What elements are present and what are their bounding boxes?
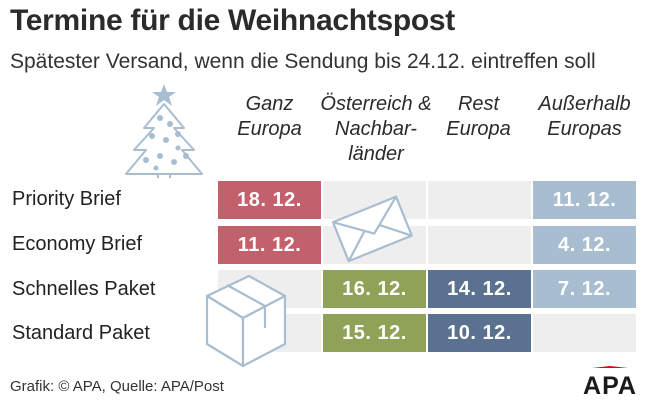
table-cell: 7. 12. bbox=[533, 270, 636, 308]
row-label-standard-paket: Standard Paket bbox=[12, 322, 150, 344]
column-header-oesterreich: Österreich & Nachbar- länder bbox=[314, 92, 438, 167]
table-cell: 10. 12. bbox=[428, 314, 531, 352]
table-cell: 15. 12. bbox=[323, 314, 426, 352]
page-title: Termine für die Weihnachtspost bbox=[10, 4, 455, 37]
column-header-line: Europa bbox=[237, 118, 302, 140]
column-header-line: Europa bbox=[446, 118, 511, 140]
column-header-line: länder bbox=[348, 143, 404, 165]
table-cell: 18. 12. bbox=[218, 181, 321, 219]
table-cell bbox=[428, 181, 531, 219]
column-header-line: Rest bbox=[457, 93, 500, 115]
parcel-icon bbox=[205, 274, 287, 368]
column-header-line: Außerhalb bbox=[538, 93, 631, 115]
svg-text:APA: APA bbox=[583, 372, 637, 396]
row-label-priority-brief: Priority Brief bbox=[12, 188, 121, 210]
column-header-rest-europa: Rest Europa bbox=[427, 92, 530, 142]
table-cell: 14. 12. bbox=[428, 270, 531, 308]
table-cell bbox=[533, 314, 636, 352]
row-label-economy-brief: Economy Brief bbox=[12, 233, 143, 255]
column-header-ausserhalb-europas: Außerhalb Europas bbox=[532, 92, 637, 142]
column-header-line: Europas bbox=[547, 118, 622, 140]
table-cell: 16. 12. bbox=[323, 270, 426, 308]
christmas-tree-icon bbox=[125, 84, 203, 178]
apa-logo: APA bbox=[583, 366, 637, 396]
column-header-line: Ganz bbox=[245, 93, 294, 115]
table-cell: 11. 12. bbox=[218, 226, 321, 264]
table-cell: 11. 12. bbox=[533, 181, 636, 219]
table-cell: 4. 12. bbox=[533, 226, 636, 264]
table-cell bbox=[428, 226, 531, 264]
footer-credit: Grafik: © APA, Quelle: APA/Post bbox=[10, 378, 224, 395]
column-header-ganz-europa: Ganz Europa bbox=[218, 92, 321, 142]
page-subtitle: Spätester Versand, wenn die Sendung bis … bbox=[10, 50, 596, 73]
column-header-line: Nachbar- bbox=[335, 118, 417, 140]
envelope-icon bbox=[331, 195, 413, 263]
column-header-line: Österreich & bbox=[320, 93, 432, 115]
row-label-schnelles-paket: Schnelles Paket bbox=[12, 278, 156, 300]
